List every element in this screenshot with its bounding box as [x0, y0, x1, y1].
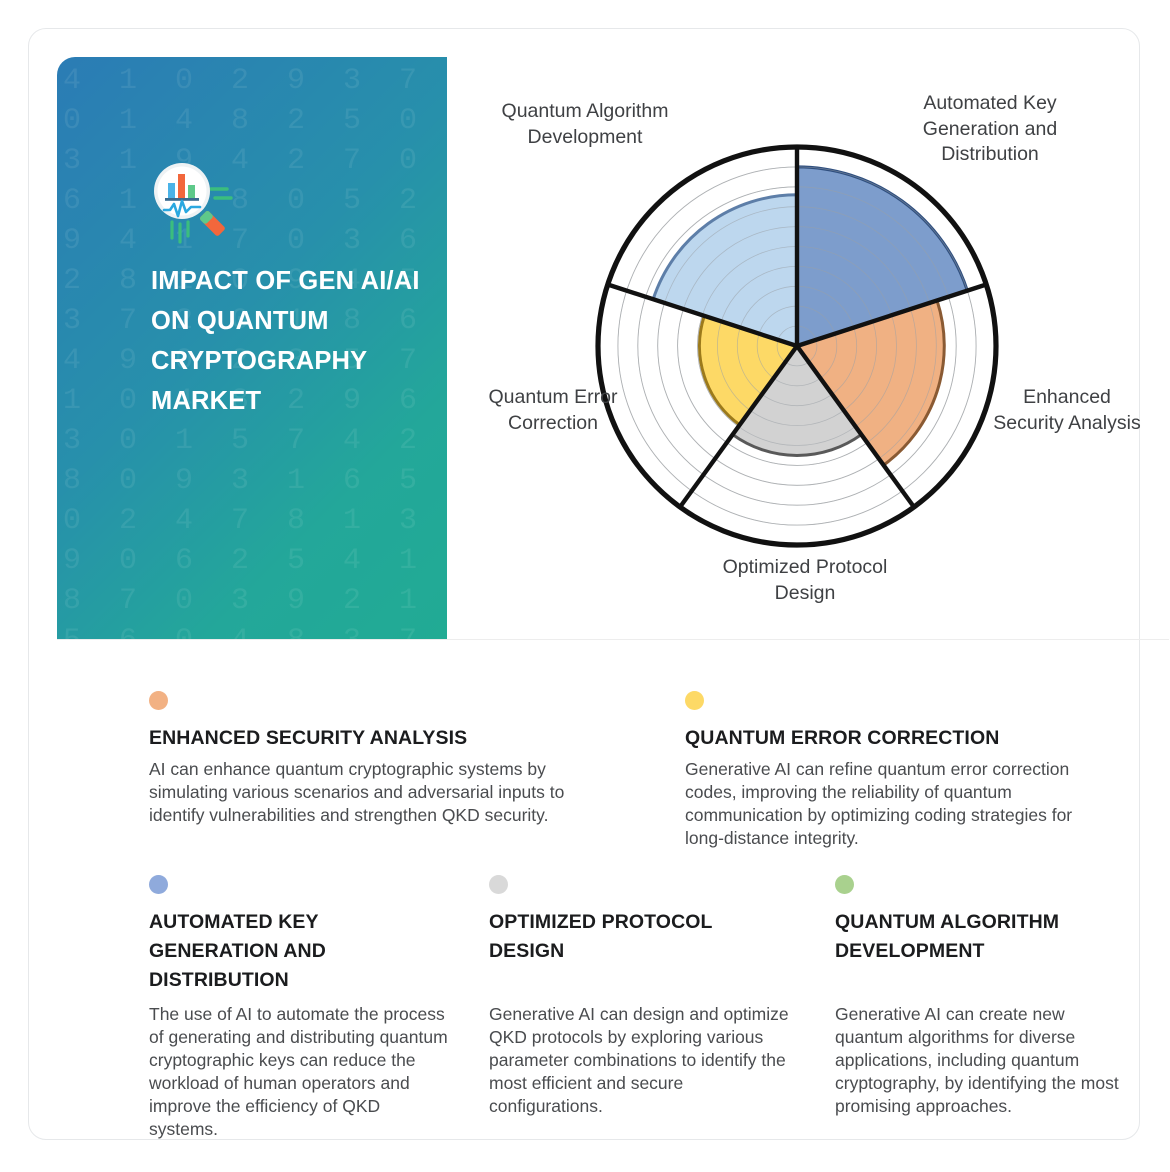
axis-label-quantum-error-correction: Quantum Error Correction: [488, 386, 618, 434]
legend-body-automated-key-generation-and-distribution: The use of AI to automate the process of…: [149, 1004, 448, 1139]
chart-spoke: [607, 282, 798, 349]
chart-outer-ring: [595, 144, 999, 548]
infographic-card: 4 1 0 2 9 3 7 0 1 4 8 2 5 0 3 1 9 4 2 7 …: [28, 28, 1169, 1140]
chart-spoke: [796, 282, 987, 349]
polar-area-chart-svg: [595, 144, 999, 548]
chart-sectors: [651, 165, 969, 467]
legend-dot-enhanced-security-analysis: [149, 691, 168, 710]
axis-label-enhanced-security-analysis: Enhanced Security Analysis: [993, 386, 1141, 434]
hero-background-code-pattern: 4 1 0 2 9 3 7 0 1 4 8 2 5 0 3 1 9 4 2 7 …: [63, 64, 428, 639]
chart-sector: [795, 298, 946, 467]
chart-spokes: [607, 147, 987, 509]
legend-dot-automated-key-generation-and-distribution: [149, 875, 168, 894]
magnifier-bar-chart-icon: [149, 160, 241, 246]
polar-area-chart: Quantum Algorithm Development Automated …: [447, 57, 1169, 639]
legend-title-automated-key-generation-and-distribution: AUTOMATED KEY GENERATION AND DISTRIBUTIO…: [149, 911, 326, 991]
axis-label-automated-key-generation-and-distribution: Automated Key Generation and Distributio…: [922, 92, 1058, 165]
section-divider: [57, 639, 1169, 640]
chart-spoke: [795, 344, 916, 509]
chart-sector: [731, 344, 863, 457]
legend-body-quantum-error-correction: Generative AI can refine quantum error c…: [685, 759, 1073, 848]
legend-body-optimized-protocol-design: Generative AI can design and optimize QK…: [489, 1004, 789, 1116]
legend-title-optimized-protocol-design: OPTIMIZED PROTOCOL DESIGN: [489, 911, 713, 962]
legend-dot-optimized-protocol-design: [489, 875, 508, 894]
hero-title: IMPACT OF GEN AI/AI ON QUANTUM CRYPTOGRA…: [151, 267, 420, 415]
legend-dot-quantum-error-correction: [685, 691, 704, 710]
legend-title-quantum-error-correction: QUANTUM ERROR CORRECTION: [685, 727, 1000, 749]
legend-dot-quantum-algorithm-development: [835, 875, 854, 894]
axis-label-optimized-protocol-design: Optimized Protocol Design: [722, 556, 888, 604]
legend-body-enhanced-security-analysis: AI can enhance quantum cryptographic sys…: [149, 759, 565, 825]
hero-panel: 4 1 0 2 9 3 7 0 1 4 8 2 5 0 3 1 9 4 2 7 …: [57, 57, 447, 639]
legend-section: ENHANCED SECURITY ANALYSIS AI can enhanc…: [57, 640, 1169, 1168]
chart-sector: [651, 193, 799, 348]
axis-label-quantum-algorithm-development: Quantum Algorithm Development: [501, 100, 669, 148]
legend-title-quantum-algorithm-development: QUANTUM ALGORITHM DEVELOPMENT: [835, 911, 1060, 962]
chart-sector: [698, 314, 799, 427]
legend-title-enhanced-security-analysis: ENHANCED SECURITY ANALYSIS: [149, 727, 468, 749]
legend-body-quantum-algorithm-development: Generative AI can create new quantum alg…: [835, 1004, 1119, 1116]
hero-content: IMPACT OF GEN AI/AI ON QUANTUM CRYPTOGRA…: [57, 57, 447, 639]
chart-spoke: [678, 344, 799, 509]
